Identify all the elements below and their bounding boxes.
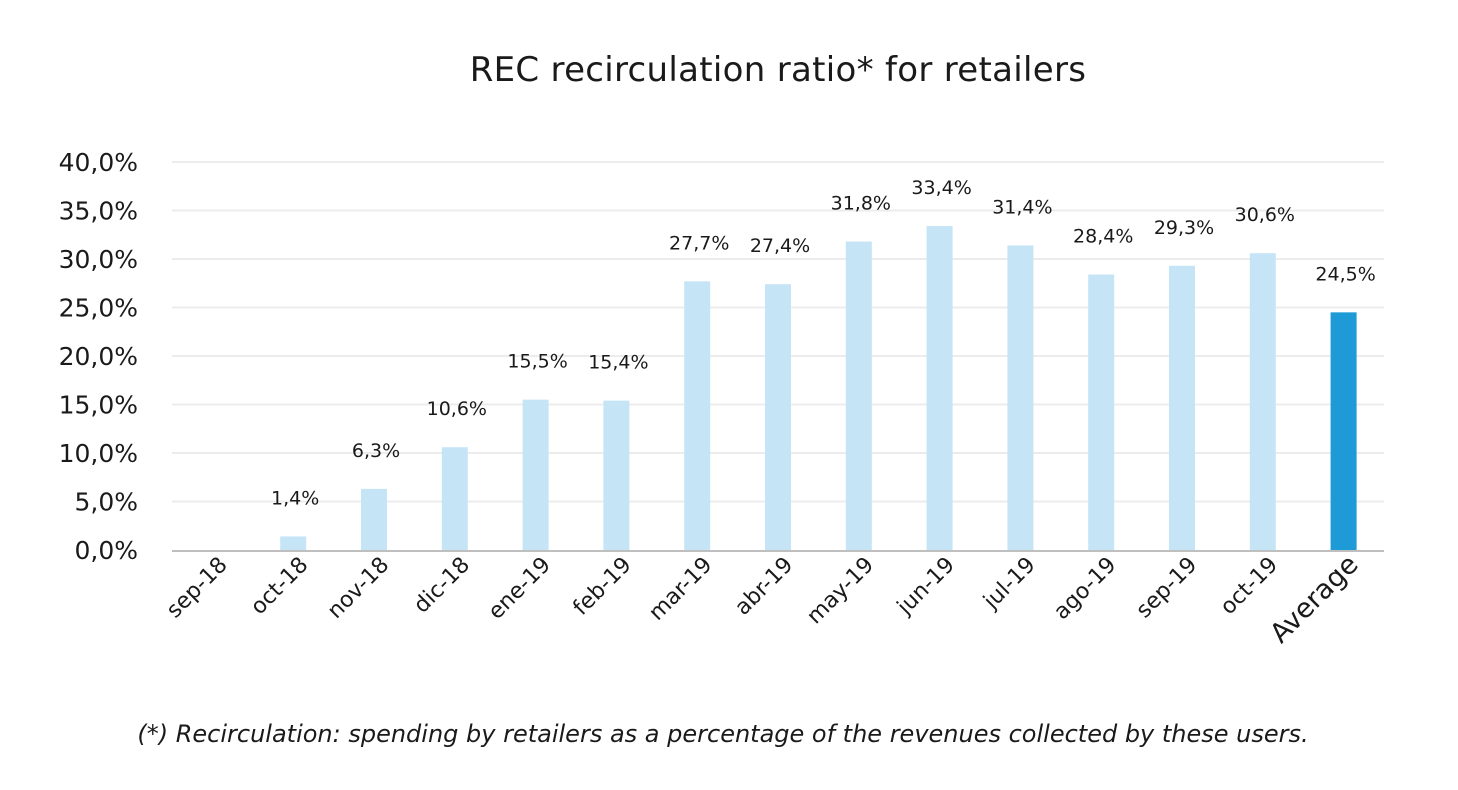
bar [1007, 245, 1034, 551]
data-label: 28,4% [1073, 226, 1133, 248]
data-label: 27,7% [669, 232, 729, 254]
x-tick-label: may-19 [802, 553, 879, 630]
bar [1330, 312, 1357, 550]
x-tick-label: oct-18 [246, 553, 313, 620]
y-tick-label: 25,0% [59, 294, 138, 323]
data-label: 15,5% [507, 351, 567, 373]
data-label: 33,4% [911, 177, 971, 199]
x-tick-label: mar-19 [644, 553, 717, 626]
data-label: 30,6% [1235, 204, 1295, 226]
data-label: 15,4% [588, 352, 648, 374]
x-tick-label: feb-19 [569, 553, 637, 621]
y-tick-label: 35,0% [59, 197, 138, 226]
footnote: (*) Recirculation: spending by retailers… [137, 720, 1309, 748]
bar [1169, 265, 1195, 550]
data-labels: 1,4% 6,3% 10,6% 15,5% 15,4% 27,7% 27,4% 31,8% 33… [271, 177, 1376, 509]
y-tick-label: 5,0% [74, 488, 138, 517]
y-tick-label: 10,0% [59, 439, 138, 468]
x-tick-label: ago-19 [1049, 553, 1121, 625]
y-tick-label: 40,0% [59, 148, 138, 177]
bar [441, 447, 468, 550]
data-label: 1,4% [271, 487, 319, 509]
bar [603, 400, 630, 550]
x-tick-label: sep-19 [1132, 553, 1203, 624]
bar [684, 281, 711, 550]
chart-title: REC recirculation ratio* for retailers [469, 50, 1087, 90]
x-tick-label: jul-19 [978, 553, 1040, 615]
bar [845, 241, 872, 551]
x-tick-label: oct-19 [1216, 553, 1283, 620]
x-axis-ticks: sep-18 oct-18 nov-18 dic-18 ene-19 feb-19 mar-… [162, 549, 1365, 649]
bar [1088, 274, 1115, 550]
x-tick-label: nov-18 [323, 553, 394, 624]
data-label: 10,6% [427, 398, 487, 420]
x-tick-label: jun-19 [892, 553, 960, 621]
x-tick-label: Average [1264, 549, 1364, 649]
bar [1249, 253, 1276, 550]
bar [361, 488, 387, 550]
data-label: 6,3% [352, 440, 400, 462]
y-tick-label: 15,0% [59, 391, 138, 420]
x-tick-label: dic-18 [409, 553, 475, 619]
bar [926, 226, 953, 550]
bars [280, 226, 1357, 551]
x-tick-label: ene-19 [484, 553, 556, 625]
data-label: 31,8% [831, 193, 891, 215]
x-tick-label: abr-19 [730, 553, 798, 621]
bar [765, 284, 791, 550]
data-label: 24,5% [1315, 263, 1375, 285]
bar [522, 399, 549, 550]
data-label: 29,3% [1154, 217, 1214, 239]
x-tick-label: sep-18 [162, 553, 233, 624]
y-tick-label: 20,0% [59, 342, 138, 371]
y-axis-ticks: 0,0% 5,0% 10,0% 15,0% 20,0% 25,0% 30,0% 35,0% 40… [59, 148, 138, 565]
y-tick-label: 30,0% [59, 245, 138, 274]
data-label: 27,4% [750, 235, 810, 257]
bar [280, 536, 307, 550]
data-label: 31,4% [992, 196, 1052, 218]
y-tick-label: 0,0% [74, 536, 138, 565]
